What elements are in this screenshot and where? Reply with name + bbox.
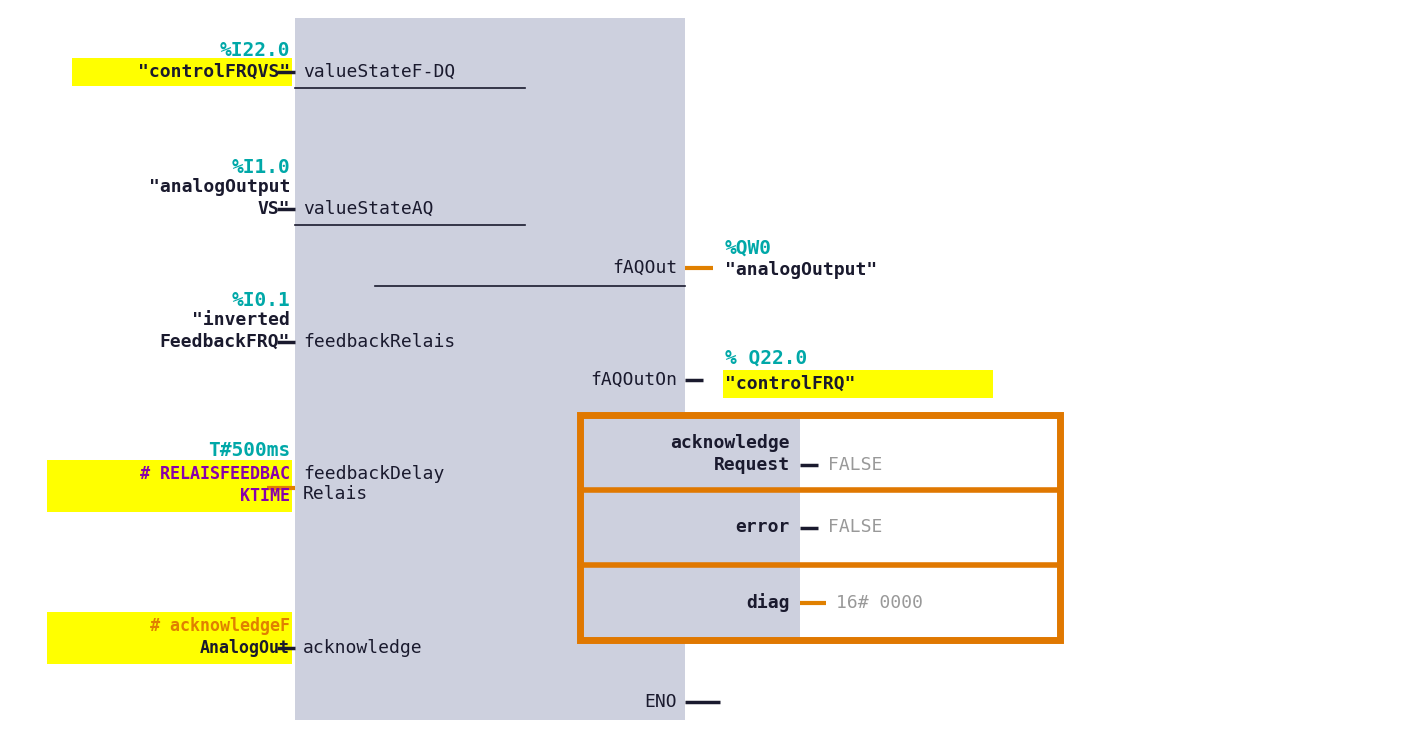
- Text: # RELAISFEEDBAC: # RELAISFEEDBAC: [140, 465, 290, 483]
- Text: acknowledge: acknowledge: [670, 434, 790, 451]
- Text: diag: diag: [746, 593, 790, 612]
- Text: % Q22.0: % Q22.0: [725, 349, 808, 367]
- Text: feedbackDelay: feedbackDelay: [303, 465, 444, 483]
- Text: "controlFRQVS": "controlFRQVS": [138, 63, 290, 81]
- Text: KTIME: KTIME: [240, 487, 290, 505]
- Text: %QW0: %QW0: [725, 238, 773, 258]
- Text: FeedbackFRQ": FeedbackFRQ": [159, 333, 290, 351]
- Text: # acknowledgeF: # acknowledgeF: [149, 617, 290, 635]
- Text: Relais: Relais: [303, 485, 368, 503]
- Text: FALSE: FALSE: [828, 455, 883, 474]
- Bar: [580, 415, 1060, 640]
- Text: ENO: ENO: [644, 693, 677, 711]
- Text: 16# 0000: 16# 0000: [836, 594, 924, 612]
- Bar: [580, 565, 799, 640]
- Bar: [580, 490, 799, 565]
- Text: %I22.0: %I22.0: [220, 40, 290, 60]
- Text: valueStateF-DQ: valueStateF-DQ: [303, 63, 455, 81]
- Text: %I1.0: %I1.0: [231, 157, 290, 177]
- Text: FALSE: FALSE: [828, 519, 883, 536]
- Text: error: error: [736, 519, 790, 536]
- Bar: [580, 415, 799, 490]
- Bar: [295, 18, 685, 720]
- Bar: [580, 415, 1060, 640]
- Text: VS": VS": [258, 200, 290, 218]
- Text: %I0.1: %I0.1: [231, 291, 290, 309]
- Text: valueStateAQ: valueStateAQ: [303, 200, 433, 218]
- Text: "inverted: "inverted: [192, 311, 290, 329]
- Text: "analogOutput: "analogOutput: [148, 178, 290, 196]
- Bar: [723, 370, 993, 398]
- Bar: [47, 612, 292, 664]
- Text: Request: Request: [713, 455, 790, 474]
- Text: fAQOut: fAQOut: [612, 259, 677, 277]
- Bar: [72, 58, 292, 86]
- Text: "controlFRQ": "controlFRQ": [725, 375, 856, 393]
- Text: acknowledge: acknowledge: [303, 639, 423, 657]
- Text: AnalogOut: AnalogOut: [200, 639, 290, 657]
- Bar: [47, 460, 292, 512]
- Text: T#500ms: T#500ms: [207, 440, 290, 460]
- Text: fAQOutOn: fAQOutOn: [589, 371, 677, 389]
- Text: "analogOutput": "analogOutput": [725, 261, 877, 279]
- Text: feedbackRelais: feedbackRelais: [303, 333, 455, 351]
